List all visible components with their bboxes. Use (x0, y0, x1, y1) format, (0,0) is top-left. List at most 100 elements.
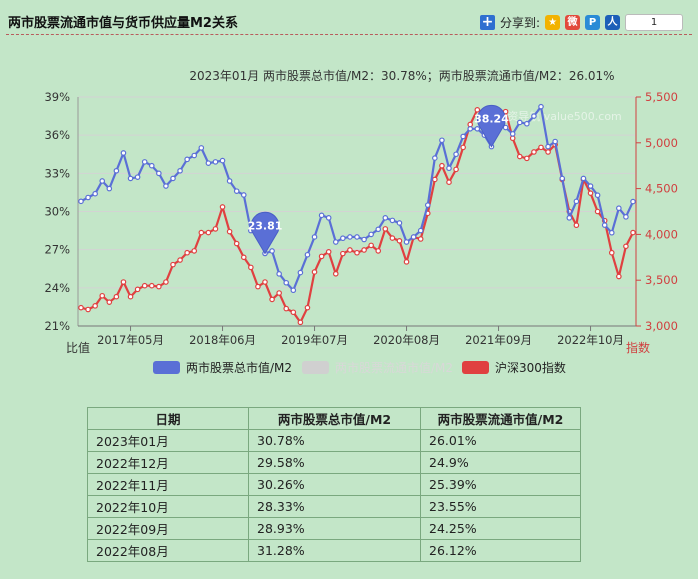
index-series-point (332, 270, 339, 277)
total-ratio-series-point (205, 160, 212, 166)
total-ratio-series-point (573, 198, 580, 205)
total-ratio-series-point (432, 155, 438, 161)
total-ratio-series-point (113, 167, 120, 174)
x-tick-label: 2017年05月 (97, 333, 164, 347)
marker-pin (476, 104, 506, 148)
index-series-point (630, 229, 636, 236)
total-ratio-series-point (276, 271, 282, 277)
y2-tick-label: 4,000 (645, 227, 678, 241)
y-tick-label: 36% (44, 128, 70, 142)
legend-label: 两市股票流通市值/M2 (335, 360, 453, 375)
total-ratio-series-point (297, 269, 304, 276)
renren-icon[interactable]: 人 (605, 14, 621, 30)
index-series-point (134, 286, 141, 293)
index-series-point (318, 253, 325, 260)
index-series-point (347, 247, 353, 253)
index-series-point (141, 282, 148, 289)
index-series-point (269, 296, 275, 303)
total-ratio-series-point (240, 192, 247, 198)
table-row: 2022年11月 30.26% 25.39% (87, 473, 581, 496)
index-series-point (177, 257, 183, 263)
index-series-point (403, 259, 410, 265)
index-series-line (80, 108, 634, 324)
share-label: 分享到: (500, 15, 541, 30)
total-ratio-series-point (347, 234, 353, 240)
index-series-point (233, 240, 240, 247)
marker-pin (250, 211, 280, 255)
total-ratio-series-point (502, 124, 509, 131)
share-plus-icon[interactable]: + (480, 13, 495, 30)
table-cell-total: 30.78% (248, 429, 421, 452)
index-series-point (240, 254, 247, 261)
index-series-point (78, 304, 84, 311)
index-series-point (262, 279, 268, 285)
page-header: 两市股票流通市值与货币供应量M2关系 + 分享到: ★ 微 P 人 1 (0, 0, 698, 36)
x-tick-label: 2021年09月 (465, 333, 532, 347)
index-series-point (198, 229, 205, 236)
total-ratio-series-point (99, 178, 106, 184)
data-table-wrap: 日期 两市股票总市值/M2 两市股票流通市值/M2 2023年01月 30.78… (87, 407, 581, 562)
total-ratio-series-point (106, 185, 113, 192)
legend-label: 沪深300指数 (495, 360, 566, 375)
total-ratio-series-point (226, 178, 233, 184)
total-ratio-series-point (566, 215, 573, 221)
index-series-point (297, 319, 304, 326)
total-ratio-series-point (516, 119, 523, 126)
index-series-point (375, 248, 382, 254)
y-tick-label: 21% (44, 319, 70, 333)
index-series-point (248, 264, 254, 271)
y-tick-label: 24% (44, 281, 70, 295)
share-count: 1 (625, 13, 684, 31)
tencent-weibo-icon[interactable]: P (585, 14, 601, 30)
index-series-point (184, 249, 190, 256)
weibo-icon[interactable]: 微 (565, 14, 581, 30)
legend-label: 两市股票总市值/M2 (186, 360, 292, 375)
table-cell-date: 2022年12月 (87, 451, 249, 474)
table-cell-date: 2022年10月 (87, 495, 249, 518)
total-ratio-series-point (219, 157, 226, 164)
index-series-point (170, 261, 176, 268)
ratio-chart: 2023年01月 两市股票总市值/M2：30.78%；两市股票流通市值/M2：2… (44, 68, 678, 375)
total-ratio-series-point (290, 287, 297, 294)
index-series-point (212, 226, 219, 232)
legend-swatch (302, 361, 329, 374)
total-ratio-series-point (410, 234, 417, 240)
x-tick-label: 2020年08月 (373, 333, 440, 347)
index-series-point (191, 248, 198, 254)
y-axis-label: 比值 (66, 340, 90, 355)
total-ratio-series-point (453, 151, 459, 158)
total-ratio-series-point (403, 239, 410, 245)
index-series-point (325, 249, 332, 255)
table-cell-total: 31.28% (248, 539, 421, 562)
table-cell-total: 30.26% (248, 473, 421, 496)
index-series-point (516, 153, 523, 160)
index-series-point (148, 282, 155, 289)
table-cell-float: 24.9% (420, 451, 581, 474)
index-series-point (311, 269, 318, 275)
index-series-point (389, 235, 396, 241)
total-ratio-series-point (198, 145, 205, 151)
table-row: 2022年12月 29.58% 24.9% (87, 451, 581, 474)
index-series-point (594, 208, 601, 215)
table-cell-date: 2022年11月 (87, 473, 249, 496)
total-ratio-series-point (509, 131, 516, 137)
index-series-point (382, 226, 389, 232)
qzone-icon[interactable]: ★ (545, 14, 561, 30)
total-ratio-series-point (318, 212, 325, 219)
index-series-point (85, 306, 91, 313)
total-ratio-series-point (616, 205, 622, 211)
total-ratio-series-point (340, 235, 346, 242)
y-tick-label: 27% (44, 243, 70, 257)
index-series-point (573, 222, 580, 229)
total-ratio-series-point (587, 183, 594, 189)
index-series-point (304, 304, 311, 311)
index-series-point (417, 236, 424, 242)
total-ratio-series-point (417, 227, 424, 234)
x-tick-label: 2019年07月 (281, 333, 348, 347)
table-cell-total: 28.93% (248, 517, 421, 540)
data-table: 日期 两市股票总市值/M2 两市股票流通市值/M2 2023年01月 30.78… (87, 407, 581, 562)
table-header-row: 日期 两市股票总市值/M2 两市股票流通市值/M2 (87, 407, 581, 430)
total-ratio-series-point (325, 215, 332, 221)
index-series-point (587, 190, 594, 196)
total-ratio-series-point (460, 133, 466, 140)
